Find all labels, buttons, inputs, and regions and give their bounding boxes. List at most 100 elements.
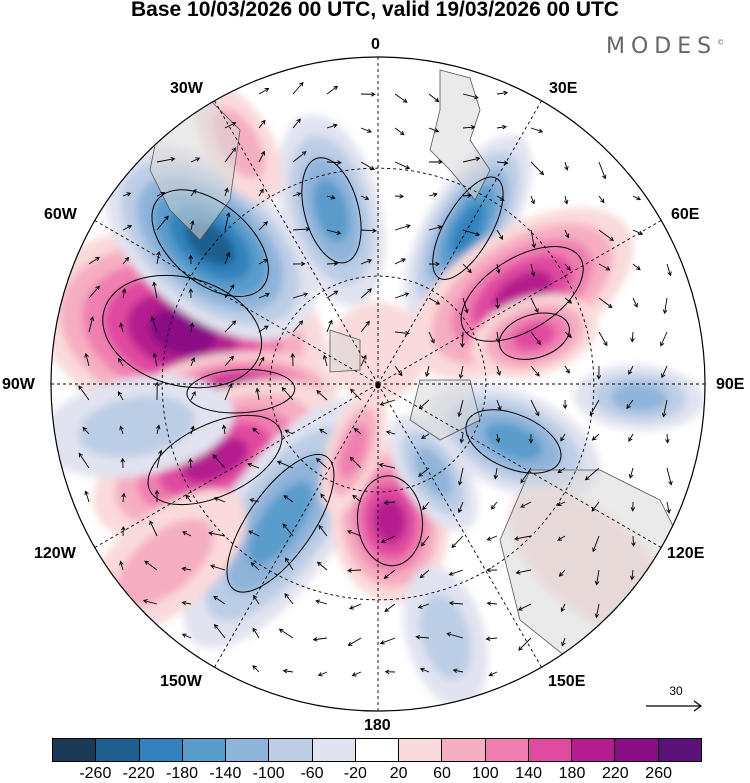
anomaly-contour (373, 498, 407, 544)
wind-arrow (122, 192, 132, 197)
wind-arrow (462, 93, 479, 100)
wind-arrow (78, 385, 90, 401)
wind-arrow (210, 564, 226, 571)
wind-arrow (562, 399, 568, 410)
anomaly-contour (420, 594, 472, 679)
anomaly-contour (248, 481, 313, 566)
wind-arrow (631, 535, 636, 547)
wind-arrow (326, 123, 338, 129)
wind-arrow (255, 387, 260, 401)
map-boundary (50, 56, 706, 712)
wind-arrow (385, 430, 396, 435)
wind-arrow (117, 391, 124, 401)
wind-arrow (384, 603, 396, 612)
wind-arrow (446, 632, 464, 639)
wind-arrow (428, 93, 440, 103)
wind-arrow (88, 285, 100, 299)
wind-arrow (150, 316, 158, 333)
colorbar-swatch (53, 739, 96, 761)
colorbar-swatch (268, 739, 312, 761)
wind-arrow (560, 433, 566, 442)
wind-arrow (666, 263, 672, 277)
wind-arrow (557, 535, 566, 541)
anomaly-contour (414, 447, 453, 498)
wind-arrow (564, 263, 571, 271)
lon-label-90e: 90E (716, 376, 745, 393)
wind-arrow (326, 290, 339, 299)
colorbar-swatch (614, 739, 658, 761)
wind-arrow (394, 161, 411, 170)
wind-arrow (628, 433, 634, 442)
wind-arrow (252, 427, 260, 435)
wind-arrow (360, 91, 376, 97)
wind-arrow (188, 457, 193, 469)
wind-arrow (419, 667, 430, 673)
wind-arrow (632, 229, 644, 235)
wind-arrow (312, 637, 328, 642)
wind-arrow (428, 261, 441, 267)
wind-arrow (383, 569, 396, 579)
wind-arrow (278, 628, 294, 639)
height-contour-line (301, 157, 362, 264)
colorbar-swatch (657, 739, 701, 761)
wind-arrow (496, 124, 507, 130)
anomaly-contour (611, 383, 668, 412)
colorbar-tick-label: 100 (471, 765, 499, 782)
logo-text: MODES (606, 34, 718, 59)
wind-arrow (190, 157, 201, 163)
wind-arrow (428, 225, 443, 231)
wind-arrow (292, 261, 306, 267)
wind-arrow (379, 399, 396, 406)
wind-arrow (258, 88, 270, 95)
wind-arrow (592, 535, 600, 553)
wind-arrow (379, 637, 396, 645)
wind-arrow (155, 424, 161, 435)
wind-arrow (530, 297, 539, 314)
wind-arrow (349, 603, 362, 610)
wind-arrow (320, 493, 328, 503)
wind-arrow (428, 159, 443, 165)
wind-arrow (258, 258, 269, 265)
wind-arrow (78, 452, 90, 469)
wind-arrow (181, 633, 192, 639)
wind-arrow (284, 593, 294, 605)
lon-label-180: 180 (364, 717, 391, 734)
wind-arrow (462, 193, 473, 198)
wind-arrow (594, 569, 600, 586)
colorbar-swatch (354, 739, 399, 761)
wind-arrow (252, 665, 260, 673)
wind-arrow (451, 535, 464, 549)
wind-arrow (380, 535, 396, 543)
wind-arrow (495, 331, 501, 343)
wind-arrow (282, 523, 294, 537)
wind-arrow (360, 320, 370, 333)
colorbar-tick-label: 260 (645, 765, 673, 782)
wind-arrow (515, 569, 532, 575)
wind-arrow (258, 150, 265, 163)
wind-arrow (189, 322, 195, 333)
wind-arrow (666, 467, 673, 486)
wind-arrow (530, 195, 535, 205)
wind-arrow (360, 354, 367, 367)
wind-arrow (224, 122, 237, 129)
north-pole-dot (375, 383, 381, 389)
wind-arrow (486, 601, 498, 606)
wind-arrow (564, 331, 572, 338)
colorbar-tick-label: -260 (79, 765, 112, 782)
wind-arrow (122, 256, 130, 265)
wind-arrow (662, 297, 668, 315)
height-contour-line (151, 189, 269, 298)
wind-arrow (258, 188, 264, 197)
wind-arrow (378, 462, 396, 469)
wind-arrow (360, 228, 377, 233)
wind-arrow (558, 569, 566, 577)
wind-arrow (564, 229, 570, 239)
wind-arrow (248, 530, 260, 537)
lon-label-120e: 120E (667, 545, 705, 562)
wind-arrow (352, 494, 362, 503)
wind-arrow (258, 325, 269, 333)
wind-arrow (666, 501, 671, 514)
wind-arrow (628, 365, 634, 375)
wind-arrow (462, 156, 481, 163)
wind-arrow (224, 383, 233, 401)
